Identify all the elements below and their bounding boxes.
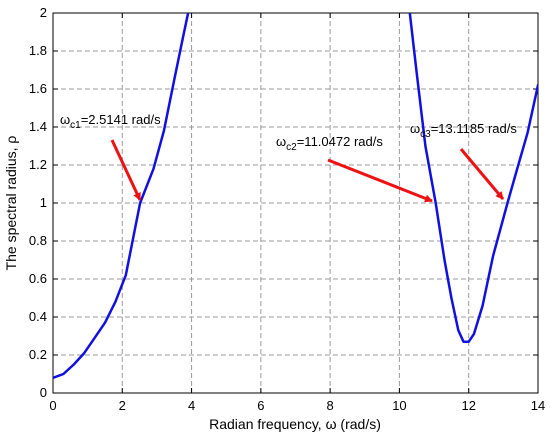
annotation-sub-wc1: c1 [70, 120, 81, 131]
x-tick-label: 0 [49, 398, 56, 413]
x-tick-label: 2 [119, 398, 126, 413]
series-line-segment-1 [53, 13, 190, 380]
x-axis-label-symbol: ω [326, 416, 337, 432]
annotation-label-wc3: ωc3=13.1185 rad/s [410, 121, 517, 140]
x-axis-label: Radian frequency, ω (rad/s) [209, 416, 381, 432]
y-tick-label: 1.2 [29, 157, 47, 172]
annotation-label-wc2: ωc2=11.0472 rad/s [276, 134, 383, 153]
x-tick-label: 12 [461, 398, 475, 413]
annotation-arrow-wc3 [459, 148, 505, 200]
y-tick-label: 0.6 [29, 271, 47, 286]
y-axis-label-main: The spectral radius, [3, 144, 19, 271]
y-tick-label: 0 [40, 385, 47, 400]
x-tick-label: 6 [257, 398, 264, 413]
grid-lines [53, 13, 538, 393]
annotation-omega-wc3: ω [410, 121, 420, 136]
annotation-arrow-wc1 [110, 139, 142, 201]
x-axis-ticks: 0 2 4 6 8 10 12 14 [49, 13, 545, 413]
y-tick-label: 0.8 [29, 233, 47, 248]
y-tick-label: 0.2 [29, 347, 47, 362]
y-tick-label: 1 [40, 195, 47, 210]
series-line-segment-2 [408, 13, 538, 343]
annotation-text-wc1: =2.5141 rad/s [81, 112, 161, 127]
y-tick-label: 1.6 [29, 81, 47, 96]
x-axis-label-main: Radian frequency, [209, 416, 325, 432]
y-axis-label-symbol: ρ [3, 136, 19, 144]
annotation-label-wc1: ωc1=2.5141 rad/s [60, 112, 161, 131]
annotation-omega-wc2: ω [276, 134, 286, 149]
annotation-text-wc2: =11.0472 rad/s [297, 134, 384, 149]
x-tick-label: 10 [392, 398, 406, 413]
y-tick-label: 0.4 [29, 309, 47, 324]
annotation-omega-wc1: ω [60, 112, 70, 127]
y-axis-label: The spectral radius, ρ [3, 136, 19, 271]
x-axis-label-unit: (rad/s) [337, 416, 381, 432]
y-tick-label: 2 [40, 5, 47, 20]
annotation-sub-wc2: c2 [286, 142, 297, 153]
y-tick-label: 1.4 [29, 119, 47, 134]
x-tick-label: 4 [188, 398, 195, 413]
x-tick-label: 14 [531, 398, 545, 413]
annotation-arrow-wc2 [327, 158, 433, 203]
series-group [53, 13, 538, 380]
y-tick-label: 1.8 [29, 43, 47, 58]
annotation-sub-wc3: c3 [420, 129, 431, 140]
y-axis-ticks: 0 0.2 0.4 0.6 0.8 1 1.2 1.4 1.6 1.8 2 [29, 5, 538, 400]
annotation-text-wc3: =13.1185 rad/s [431, 121, 518, 136]
x-tick-label: 8 [327, 398, 334, 413]
